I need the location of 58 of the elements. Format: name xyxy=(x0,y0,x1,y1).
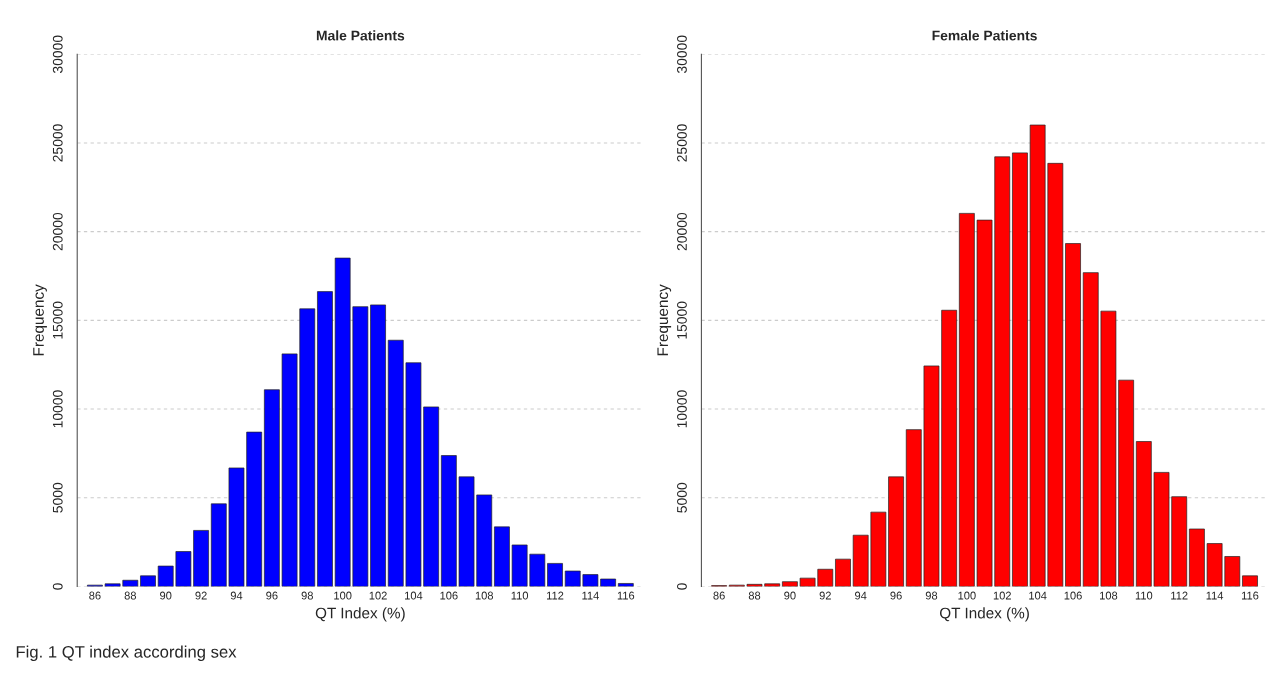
x-tick-label: 86 xyxy=(713,591,725,600)
x-tick-label: 104 xyxy=(1029,591,1047,600)
y-tick-label: 15000 xyxy=(677,301,687,339)
y-tick-label: 5000 xyxy=(52,482,63,513)
caption: Fig. 1 QT index according sex xyxy=(16,645,237,662)
x-tick-label: 116 xyxy=(1241,591,1259,600)
x-tick-label: 90 xyxy=(160,591,172,600)
bar xyxy=(547,563,563,587)
x-tick-label: 108 xyxy=(1100,591,1118,600)
x-tick-label: 94 xyxy=(855,591,867,600)
y-tick-label: 25000 xyxy=(52,124,63,162)
x-tick-label: 92 xyxy=(195,591,207,600)
y-tick-label: 10000 xyxy=(52,390,63,428)
y-tick-label: 20000 xyxy=(677,212,687,251)
x-tick-label: 112 xyxy=(1171,591,1188,600)
y-tick-label: 0 xyxy=(52,583,63,590)
x-tick-label: 104 xyxy=(405,591,423,600)
x-tick-label: 116 xyxy=(617,591,635,600)
x-tick-label: 98 xyxy=(301,591,313,600)
x-tick-label: 106 xyxy=(1064,591,1082,600)
x-tick-label: 100 xyxy=(334,591,352,600)
x-tick-label: 102 xyxy=(993,591,1011,600)
y-tick-label: 30000 xyxy=(677,35,687,74)
x-tick-label: 110 xyxy=(1135,591,1153,600)
y-tick-label: 15000 xyxy=(52,301,63,339)
x-tick-label: 112 xyxy=(547,591,564,600)
y-axis-title: Frequency xyxy=(33,284,47,356)
x-tick-label: 108 xyxy=(475,591,494,600)
bar xyxy=(617,583,634,587)
bar xyxy=(140,575,156,587)
y-tick-label: 25000 xyxy=(677,124,687,162)
x-tick-label: 114 xyxy=(582,591,599,600)
x-tick-label: 90 xyxy=(784,591,796,600)
x-tick-label: 88 xyxy=(124,591,137,600)
x-tick-label: 106 xyxy=(440,591,458,600)
x-axis-title: QT Index (%) xyxy=(940,607,1029,622)
x-axis-title: QT Index (%) xyxy=(315,607,405,622)
x-tick-label: 110 xyxy=(511,591,529,600)
y-tick-label: 20000 xyxy=(52,212,63,251)
x-tick-label: 102 xyxy=(369,591,387,600)
bar xyxy=(1242,575,1258,587)
x-tick-label: 96 xyxy=(890,591,902,600)
x-tick-label: 92 xyxy=(819,591,831,600)
y-tick-label: 10000 xyxy=(677,390,687,428)
x-tick-label: 96 xyxy=(266,591,278,600)
chart-title: Male Patients xyxy=(316,30,405,41)
x-tick-label: 98 xyxy=(925,591,938,600)
x-tick-label: 88 xyxy=(748,591,761,600)
y-tick-label: 5000 xyxy=(677,482,687,513)
y-tick-label: 0 xyxy=(677,583,687,590)
bar xyxy=(835,558,851,587)
x-tick-label: 86 xyxy=(89,591,101,600)
x-tick-label: 94 xyxy=(230,591,243,600)
y-axis-title: Frequency xyxy=(657,284,672,356)
y-tick-label: 30000 xyxy=(52,35,63,74)
x-tick-label: 114 xyxy=(1206,591,1224,600)
x-tick-label: 100 xyxy=(958,591,976,600)
chart-title: Female Patients xyxy=(932,30,1037,41)
